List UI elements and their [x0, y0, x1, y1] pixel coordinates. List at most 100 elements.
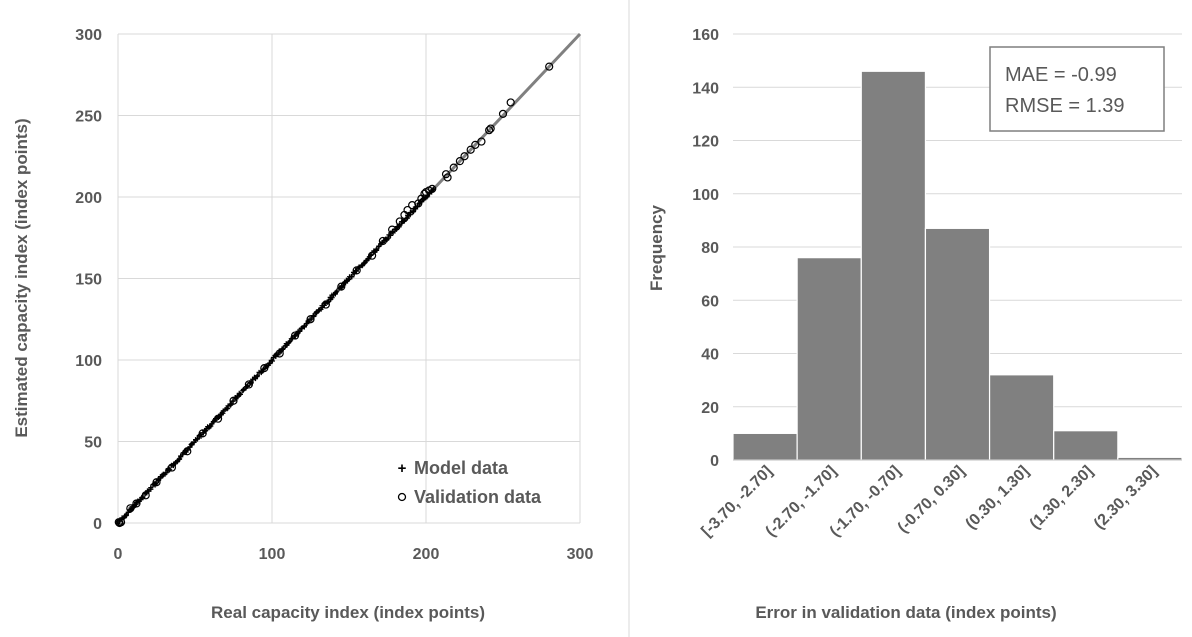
legend-plus-marker: + [398, 460, 407, 477]
metrics-box: MAE = -0.99 RMSE = 1.39 [989, 46, 1165, 132]
histogram-category-label: (0.30, 1.30] [963, 463, 1033, 533]
histogram-x-axis-title: Error in validation data (index points) [755, 603, 1056, 622]
histogram-bar [860, 70, 927, 461]
validation-data-point [229, 396, 238, 405]
histogram-bar [732, 432, 798, 461]
histogram-y-tick-label: 160 [692, 27, 719, 44]
model-data-point [123, 512, 129, 518]
model-data-point [348, 274, 354, 280]
scatter-y-ticks: 0 50 100 150 200 250 300 [75, 27, 102, 533]
validation-data-point [443, 173, 452, 182]
validation-data-point [244, 380, 253, 389]
validation-data-point [114, 518, 123, 527]
model-data-point [280, 346, 286, 352]
scatter-y-axis-title: Estimated capacity index (index points) [12, 118, 31, 437]
scatter-y-tick-label: 0 [93, 516, 102, 533]
scatter-x-tick-label: 0 [114, 546, 123, 563]
validation-data-point [368, 251, 377, 260]
scatter-y-tick-label: 200 [75, 190, 102, 207]
model-data-point [354, 268, 360, 274]
histogram-y-tick-label: 20 [701, 400, 719, 417]
validation-data-point [141, 491, 150, 500]
scatter-y-tick-label: 50 [84, 435, 102, 452]
scatter-y-tick-label: 100 [75, 353, 102, 370]
validation-data-point [291, 331, 300, 340]
model-data-point [237, 391, 243, 397]
validation-data-point [126, 504, 135, 513]
validation-data-point [116, 518, 126, 527]
model-data-point [267, 360, 273, 366]
scatter-y-tick-label: 250 [75, 109, 102, 126]
histogram-y-tick-label: 140 [692, 80, 719, 97]
rmse-annotation: RMSE = 1.39 [1005, 95, 1125, 117]
validation-data-point [485, 126, 494, 135]
model-data-point [361, 260, 367, 266]
legend-validation-data-label: Validation data [414, 487, 542, 507]
model-data-point [388, 232, 394, 238]
model-data-point [410, 208, 416, 214]
histogram-y-tick-label: 40 [701, 347, 719, 364]
model-data-point [269, 358, 275, 364]
validation-data-point [471, 140, 480, 149]
validation-data-point [455, 157, 464, 166]
validation-data-point [306, 315, 315, 324]
histogram-chart: 0 20 40 60 80 100 120 140 160 [-3.70, -2.70](-2.… [647, 27, 1183, 622]
histogram-y-ticks: 0 20 40 60 80 100 120 140 160 [692, 27, 719, 470]
validation-data-point [198, 429, 207, 438]
model-data-point [334, 288, 340, 294]
validation-data-point [388, 225, 397, 234]
model-data-point [374, 247, 380, 253]
scatter-legend: + Model data Validation data [398, 458, 542, 507]
validation-data-point [460, 152, 469, 161]
model-data-point [309, 316, 315, 322]
scatter-y-tick-label: 150 [75, 272, 102, 289]
model-data-point [325, 299, 331, 305]
histogram-bar [796, 257, 862, 461]
histogram-y-tick-label: 60 [701, 293, 719, 310]
legend-circle-marker [397, 492, 407, 502]
model-data-point [297, 328, 303, 334]
validation-data-point [352, 266, 361, 275]
model-data-point [385, 235, 391, 241]
model-data-point [287, 338, 293, 344]
histogram-category-label: (1.30, 2.30] [1027, 463, 1097, 533]
model-data-point [333, 289, 339, 295]
model-data-point [230, 398, 236, 404]
scatter-x-ticks: 0 100 200 300 [114, 546, 594, 563]
validation-data-point [152, 478, 161, 487]
validation-data-point [403, 205, 412, 215]
histogram-y-axis-title: Frequency [647, 204, 666, 291]
validation-data-point [498, 109, 508, 118]
histogram-category-label: (2.30, 3.30] [1091, 463, 1161, 533]
scatter-x-axis-title: Real capacity index (index points) [211, 603, 485, 622]
model-data-point [368, 252, 374, 258]
scatter-x-tick-label: 100 [259, 546, 286, 563]
validation-data-point [337, 282, 346, 291]
scatter-x-tick-label: 300 [567, 546, 594, 563]
model-data-point [225, 403, 231, 409]
validation-data-point [275, 349, 284, 358]
mae-annotation: MAE = -0.99 [1005, 64, 1117, 86]
validation-data-point [428, 184, 437, 193]
validation-data-point [477, 137, 486, 146]
scatter-x-tick-label: 200 [413, 546, 440, 563]
model-data-point [346, 277, 352, 283]
validation-data-point [260, 364, 269, 373]
validation-data-point [395, 217, 404, 226]
model-data-point [167, 467, 173, 473]
histogram-y-tick-label: 100 [692, 187, 719, 204]
histogram-bar [1053, 430, 1119, 461]
model-data-point [254, 373, 260, 379]
model-data-point [339, 284, 345, 290]
histogram-y-tick-label: 120 [692, 134, 719, 151]
scatter-y-tick-label: 300 [75, 27, 102, 44]
validation-data-point [214, 414, 223, 423]
histogram-bar [924, 227, 991, 461]
metrics-box-border [989, 46, 1165, 132]
model-data-point [153, 480, 159, 486]
scatter-validation-series [114, 62, 554, 528]
model-data-point [202, 428, 208, 434]
validation-data-point [486, 124, 495, 133]
model-data-point [329, 295, 335, 301]
